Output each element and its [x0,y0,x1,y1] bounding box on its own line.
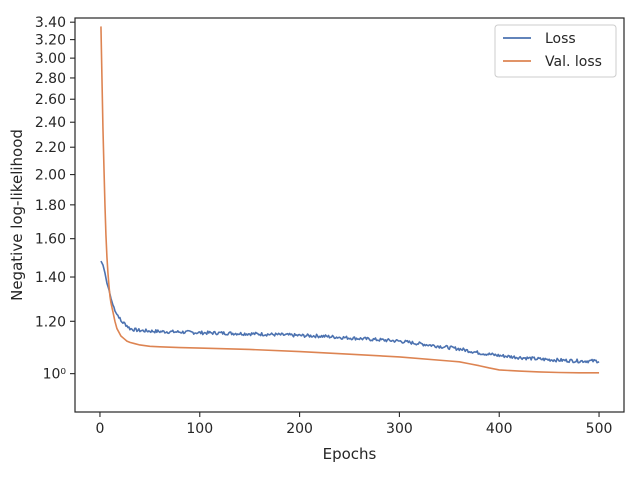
y-axis-ticks: 10⁰ 1.20 1.40 1.60 1.80 2.00 2.20 2.40 2.60 2.80 3… [35,15,75,383]
y-tick-label: 2.20 [35,140,66,156]
y-axis-label: Negative log-likelihood [8,129,26,301]
x-tick-label: 200 [286,421,313,437]
legend-label-val-loss: Val. loss [545,54,602,70]
x-tick-label: 0 [95,421,104,437]
y-tick-label: 1.80 [35,198,66,214]
y-tick-label: 10⁰ [43,367,67,383]
x-tick-label: 500 [586,421,613,437]
x-axis-label: Epochs [323,445,377,463]
legend-label-loss: Loss [545,31,576,47]
legend: Loss Val. loss [494,24,617,78]
y-tick-label: 2.80 [35,71,66,87]
y-tick-label: 3.20 [35,33,66,49]
axes-frame [74,17,625,413]
series-line-loss [100,260,600,364]
y-tick-label: 1.20 [35,314,66,330]
y-tick-label: 2.60 [35,92,66,108]
y-tick-label: 2.40 [35,115,66,131]
series-line-val-loss [100,26,600,374]
y-tick-label: 3.00 [35,51,66,67]
y-tick-label: 1.40 [35,270,66,286]
x-tick-label: 100 [186,421,213,437]
y-tick-label: 3.40 [35,15,66,31]
x-axis-ticks: 0 100 200 300 400 500 [95,412,612,437]
y-tick-label: 2.00 [35,168,66,184]
plot-area [74,17,625,413]
x-tick-label: 300 [386,421,413,437]
x-tick-label: 400 [486,421,513,437]
series-layer [100,26,600,374]
y-tick-label: 1.60 [35,232,66,248]
